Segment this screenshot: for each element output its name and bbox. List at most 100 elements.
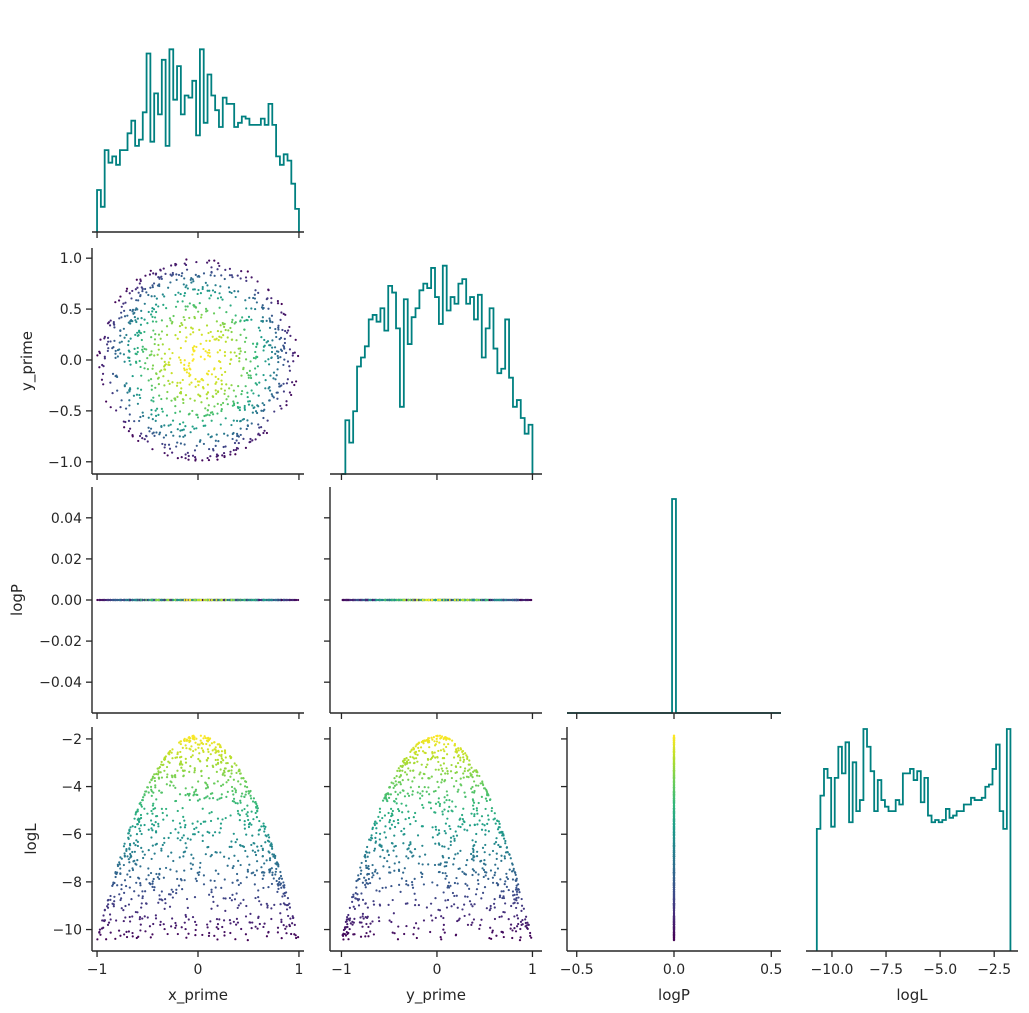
scatter-y-logP-point-918 (467, 598, 470, 602)
scatter-x-logL-point-800 (118, 863, 121, 866)
scatter-x-y-point-788 (248, 369, 251, 372)
scatter-x-logL-point-982 (178, 822, 182, 825)
scatter-x-y-point-178 (190, 276, 193, 280)
scatter-x-y-point-863 (220, 387, 223, 390)
scatter-x-y-point-418 (237, 347, 240, 350)
scatter-x-logL-point-578 (179, 760, 183, 763)
scatter-x-logL-point-974 (119, 867, 122, 870)
scatter-x-y-point-101 (136, 331, 139, 334)
scatter-y-logL-point-804 (483, 870, 487, 874)
scatter-x-logL-point-938 (142, 796, 145, 799)
scatter-y-logL-point-415 (387, 811, 390, 815)
scatter-y-logL-point-622 (520, 904, 524, 907)
scatter-y-logP-point-954 (529, 598, 532, 602)
scatter-y-logL-point-48 (418, 773, 421, 776)
scatter-y-logL-point-141 (382, 865, 385, 868)
scatter-x-logL-point-395 (103, 908, 106, 911)
scatter-y-logL-point-377 (493, 917, 497, 921)
scatter-x-y-point-696 (155, 431, 158, 434)
scatter-y-logL-point-50 (368, 851, 371, 854)
scatter-x-logL-point-148 (271, 871, 274, 874)
scatter-x-y-point-463 (229, 453, 232, 456)
scatter-x-logL-point-314 (206, 786, 209, 789)
scatter-y-logL-point-864 (444, 861, 447, 864)
scatter-x-y-point-329 (206, 261, 209, 264)
scatter-y-logL-point-759 (450, 776, 453, 780)
scatter-x-y-point-298 (267, 289, 270, 292)
scatter-x-y-point-936 (266, 340, 270, 343)
scatter-x-logL-point-313 (280, 920, 283, 924)
scatter-x-y-point-675 (247, 400, 250, 403)
scatter-x-y-point-366 (244, 276, 248, 279)
scatter-x-logL-point-591 (162, 763, 165, 766)
scatter-x-y-point-73 (166, 454, 169, 457)
scatter-x-logL-point-700 (169, 893, 172, 896)
logP-axis-tick-label-0: 0.04 (51, 511, 82, 527)
scatter-x-y-point-695 (133, 420, 136, 423)
scatter-x-y-point-723 (273, 410, 276, 413)
scatter-x-y-point-687 (152, 431, 155, 434)
scatter-x-logP-point-757 (224, 598, 227, 602)
scatter-x-y-point-944 (220, 336, 223, 339)
scatter-x-y-point-976 (156, 353, 159, 356)
scatter-x-logP-point-919 (168, 598, 172, 602)
scatter-x-y-point-902 (208, 351, 211, 354)
scatter-x-y-point-985 (171, 419, 175, 422)
scatter-x-logL-point-941 (206, 830, 209, 833)
scatter-x-y-point-569 (101, 372, 105, 375)
scatter-x-y-point-783 (274, 352, 277, 355)
scatter-x-y-point-466 (198, 380, 201, 383)
scatter-x-logL-point-840 (270, 867, 273, 870)
scatter-x-y-point-120 (220, 407, 223, 411)
scatter-x-logL-point-610 (279, 912, 282, 915)
scatter-x-logL-point-756 (247, 823, 251, 826)
scatter-y-logL-point-112 (431, 881, 434, 884)
scatter-y-logL-point-620 (441, 769, 444, 773)
scatter-x-y-point-548 (120, 340, 123, 343)
scatter-x-logL-point-913 (284, 903, 287, 906)
scatter-y-logL-point-349 (442, 916, 445, 920)
scatter-x-y-point-387 (268, 344, 271, 347)
scatter-x-y-point-909 (246, 424, 249, 427)
scatter-x-logL-point-417 (224, 909, 227, 912)
scatter-x-logL-point-123 (229, 775, 232, 778)
scatter-x-y-point-634 (136, 387, 139, 390)
scatter-y-logL-point-545 (373, 823, 377, 827)
scatter-x-y-point-464 (221, 298, 224, 301)
scatter-y-logL-point-885 (484, 797, 488, 800)
scatter-x-y-point-935 (235, 439, 238, 442)
scatter-y-logL-point-61 (437, 797, 440, 800)
scatter-x-y-point-330 (191, 454, 195, 457)
scatter-y-logL-point-554 (490, 809, 493, 813)
scatter-x-y-point-108 (294, 338, 297, 341)
scatter-x-y-point-819 (265, 298, 268, 301)
scatter-x-logL-point-454 (186, 837, 189, 840)
scatter-y-logL-point-406 (491, 929, 494, 932)
scatter-x-y-point-843 (100, 378, 104, 381)
scatter-x-y-point-974 (119, 334, 122, 337)
scatter-x-logL-point-777 (141, 890, 144, 893)
scatter-x-y-point-510 (148, 273, 152, 276)
scatter-x-logL-point-892 (177, 831, 180, 834)
scatter-y-logL-point-668 (417, 862, 420, 865)
scatter-x-y-point-565 (191, 327, 194, 330)
scatter-x-logL-point-798 (108, 913, 112, 916)
scatter-x-y-point-23 (261, 304, 264, 307)
scatter-x-logL-point-5 (151, 885, 154, 888)
scatter-x-y-point-553 (109, 406, 112, 409)
scatter-x-y-point-991 (155, 372, 158, 375)
scatter-x-y-point-210 (257, 423, 260, 426)
scatter-x-y-point-977 (131, 308, 135, 311)
scatter-y-logL-point-647 (393, 845, 396, 848)
scatter-x-y-point-338 (183, 277, 186, 280)
scatter-y-logL-point-331 (366, 845, 369, 849)
scatter-x-y-point-138 (150, 413, 153, 416)
scatter-x-logL-point-339 (124, 884, 128, 888)
scatter-x-logL-point-59 (286, 897, 290, 900)
scatter-x-logL-point-630 (239, 772, 242, 775)
scatter-y-logL-point-686 (455, 894, 458, 897)
scatter-x-logP-point-930 (183, 598, 186, 602)
scatter-x-y-point-894 (288, 391, 291, 394)
scatter-x-y-point-760 (154, 273, 157, 276)
scatter-x-logL-point-839 (237, 883, 240, 887)
